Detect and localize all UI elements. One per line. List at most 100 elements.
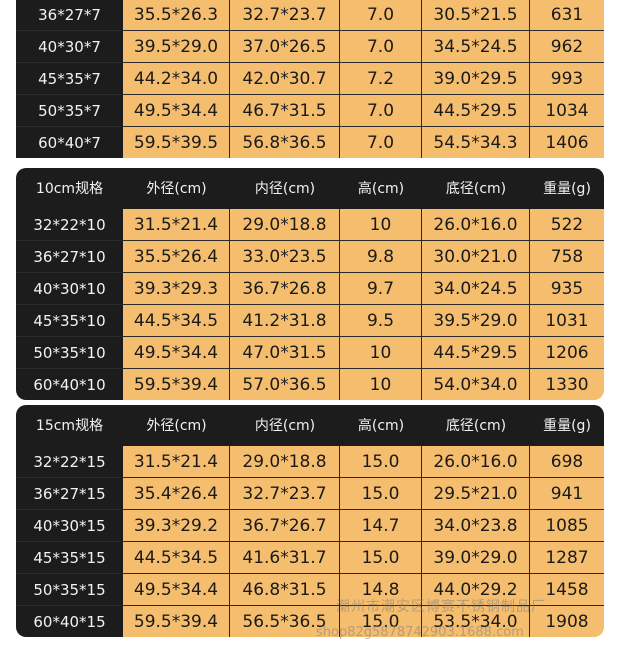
cell-size: 36*27*10 — [16, 241, 123, 273]
cell-size: 40*30*7 — [16, 31, 123, 63]
cell-inner-diameter: 57.0*36.5 — [230, 369, 340, 400]
cell-bottom-diameter: 39.5*29.0 — [422, 305, 530, 337]
cell-outer-diameter: 35.5*26.3 — [123, 0, 230, 31]
table-row: 36*27*7 35.5*26.3 32.7*23.7 7.0 30.5*21.5 631 — [16, 0, 604, 31]
spec-table-body: 10cm规格 外径(cm) 内径(cm) 高(cm) 底径(cm) 重量(g) 32*22*… — [16, 168, 604, 400]
cell-weight: 1330 — [530, 369, 604, 400]
cell-outer-diameter: 39.5*29.0 — [123, 31, 230, 63]
cell-weight: 1908 — [530, 606, 604, 637]
cell-size: 36*27*7 — [16, 0, 123, 31]
cell-outer-diameter: 35.4*26.4 — [123, 478, 230, 510]
cell-height: 15.0 — [340, 446, 422, 478]
header-size: 10cm规格 — [16, 168, 123, 209]
cell-bottom-diameter: 26.0*16.0 — [422, 446, 530, 478]
cell-bottom-diameter: 26.0*16.0 — [422, 209, 530, 241]
cell-bottom-diameter: 54.5*34.3 — [422, 127, 530, 158]
cell-outer-diameter: 59.5*39.4 — [123, 369, 230, 400]
cell-inner-diameter: 37.0*26.5 — [230, 31, 340, 63]
cell-height: 10 — [340, 209, 422, 241]
cell-inner-diameter: 33.0*23.5 — [230, 241, 340, 273]
cell-weight: 522 — [530, 209, 604, 241]
cell-inner-diameter: 32.7*23.7 — [230, 478, 340, 510]
cell-height: 9.8 — [340, 241, 422, 273]
table-row: 36*27*10 35.5*26.4 33.0*23.5 9.8 30.0*21.0 75… — [16, 241, 604, 273]
header-weight: 重量(g) — [530, 405, 604, 446]
cell-outer-diameter: 59.5*39.5 — [123, 127, 230, 158]
table-row: 40*30*10 39.3*29.3 36.7*26.8 9.7 34.0*24.5 93… — [16, 273, 604, 305]
cell-bottom-diameter: 44.0*29.2 — [422, 574, 530, 606]
cell-size: 60*40*10 — [16, 369, 123, 400]
table-row: 50*35*15 49.5*34.4 46.8*31.5 14.8 44.0*29.2 1… — [16, 574, 604, 606]
cell-size: 45*35*15 — [16, 542, 123, 574]
cell-bottom-diameter: 30.0*21.0 — [422, 241, 530, 273]
table-header-row: 15cm规格 外径(cm) 内径(cm) 高(cm) 底径(cm) 重量(g) — [16, 405, 604, 446]
cell-bottom-diameter: 30.5*21.5 — [422, 0, 530, 31]
cell-bottom-diameter: 44.5*29.5 — [422, 337, 530, 369]
cell-weight: 758 — [530, 241, 604, 273]
table-row: 60*40*15 59.5*39.4 56.5*36.5 15.0 53.5*34.0 1… — [16, 606, 604, 637]
cell-inner-diameter: 36.7*26.7 — [230, 510, 340, 542]
cell-size: 40*30*10 — [16, 273, 123, 305]
cell-weight: 1287 — [530, 542, 604, 574]
cell-inner-diameter: 41.6*31.7 — [230, 542, 340, 574]
cell-height: 9.7 — [340, 273, 422, 305]
cell-height: 7.0 — [340, 127, 422, 158]
table-row: 60*40*7 59.5*39.5 56.8*36.5 7.0 54.5*34.3 140… — [16, 127, 604, 158]
cell-size: 45*35*10 — [16, 305, 123, 337]
cell-height: 10 — [340, 369, 422, 400]
cell-height: 15.0 — [340, 542, 422, 574]
cell-bottom-diameter: 34.0*24.5 — [422, 273, 530, 305]
cell-height: 15.0 — [340, 478, 422, 510]
cell-weight: 1031 — [530, 305, 604, 337]
cell-height: 14.7 — [340, 510, 422, 542]
table-row: 32*22*10 31.5*21.4 29.0*18.8 10 26.0*16.0 522 — [16, 209, 604, 241]
cell-inner-diameter: 47.0*31.5 — [230, 337, 340, 369]
cell-outer-diameter: 35.5*26.4 — [123, 241, 230, 273]
cell-bottom-diameter: 44.5*29.5 — [422, 95, 530, 127]
cell-weight: 1034 — [530, 95, 604, 127]
table-row: 60*40*10 59.5*39.4 57.0*36.5 10 54.0*34.0 133… — [16, 369, 604, 400]
cell-outer-diameter: 49.5*34.4 — [123, 337, 230, 369]
cell-size: 50*35*7 — [16, 95, 123, 127]
cell-bottom-diameter: 53.5*34.0 — [422, 606, 530, 637]
cell-outer-diameter: 31.5*21.4 — [123, 446, 230, 478]
table-row: 50*35*7 49.5*34.4 46.7*31.5 7.0 44.5*29.5 103… — [16, 95, 604, 127]
cell-size: 36*27*15 — [16, 478, 123, 510]
cell-bottom-diameter: 34.5*24.5 — [422, 31, 530, 63]
cell-bottom-diameter: 29.5*21.0 — [422, 478, 530, 510]
cell-height: 7.0 — [340, 31, 422, 63]
cell-inner-diameter: 36.7*26.8 — [230, 273, 340, 305]
cell-outer-diameter: 44.5*34.5 — [123, 305, 230, 337]
cell-inner-diameter: 29.0*18.8 — [230, 209, 340, 241]
watermark-url: shop82g5878742903.1688.com — [316, 625, 524, 640]
cell-weight: 1085 — [530, 510, 604, 542]
table-row: 50*35*10 49.5*34.4 47.0*31.5 10 44.5*29.5 120… — [16, 337, 604, 369]
cell-weight: 935 — [530, 273, 604, 305]
cell-height: 7.0 — [340, 0, 422, 31]
cell-outer-diameter: 49.5*34.4 — [123, 95, 230, 127]
cell-weight: 1206 — [530, 337, 604, 369]
spec-table-7cm: 36*27*7 35.5*26.3 32.7*23.7 7.0 30.5*21.5 631… — [16, 0, 604, 158]
cell-height: 10 — [340, 337, 422, 369]
header-weight: 重量(g) — [530, 168, 604, 209]
header-inner-diameter: 内径(cm) — [230, 168, 340, 209]
cell-outer-diameter: 59.5*39.4 — [123, 606, 230, 637]
header-inner-diameter: 内径(cm) — [230, 405, 340, 446]
table-row: 36*27*15 35.4*26.4 32.7*23.7 15.0 29.5*21.0 9… — [16, 478, 604, 510]
cell-size: 50*35*15 — [16, 574, 123, 606]
cell-weight: 962 — [530, 31, 604, 63]
cell-inner-diameter: 56.8*36.5 — [230, 127, 340, 158]
cell-inner-diameter: 46.8*31.5 — [230, 574, 340, 606]
cell-weight: 1458 — [530, 574, 604, 606]
cell-outer-diameter: 39.3*29.2 — [123, 510, 230, 542]
cell-height: 14.8 — [340, 574, 422, 606]
cell-outer-diameter: 49.5*34.4 — [123, 574, 230, 606]
cell-height: 9.5 — [340, 305, 422, 337]
cell-outer-diameter: 44.5*34.5 — [123, 542, 230, 574]
cell-weight: 631 — [530, 0, 604, 31]
header-size: 15cm规格 — [16, 405, 123, 446]
cell-inner-diameter: 56.5*36.5 — [230, 606, 340, 637]
cell-size: 32*22*15 — [16, 446, 123, 478]
cell-inner-diameter: 46.7*31.5 — [230, 95, 340, 127]
spec-table-15cm: 15cm规格 外径(cm) 内径(cm) 高(cm) 底径(cm) 重量(g) 32*22*… — [16, 405, 604, 637]
